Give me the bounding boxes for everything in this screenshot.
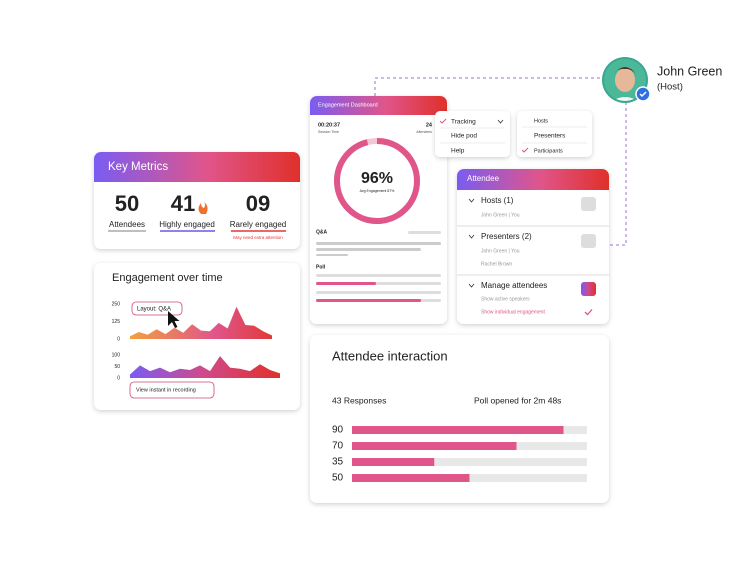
button[interactable]	[129, 381, 215, 399]
tooltip	[131, 301, 183, 316]
check-icon	[639, 91, 647, 98]
session-label: Session Time	[318, 130, 339, 134]
menu	[435, 111, 510, 157]
placeholder	[316, 299, 421, 302]
bar-label: 50	[332, 473, 344, 484]
card-header	[457, 169, 609, 190]
chevron[interactable]	[468, 198, 475, 203]
tooltip-text: Layout: Q&A	[137, 307, 171, 313]
card-title: Engagement Dashboard	[318, 102, 378, 108]
toggle[interactable]	[581, 197, 596, 211]
poll-duration: Poll opened for 2m 48s	[474, 395, 561, 405]
toggle[interactable]	[581, 282, 596, 296]
bar-label: 90	[332, 425, 344, 436]
session-time: 00:20:37	[318, 122, 340, 128]
button-label: View instant in recording	[136, 387, 196, 393]
placeholder	[316, 282, 376, 285]
y-tick-label: 100	[112, 352, 121, 358]
placeholder	[408, 231, 441, 234]
chevron[interactable]	[468, 283, 475, 288]
bar	[352, 426, 564, 434]
attendee-card: Attendee Hosts (1) John Green | You Pres…	[457, 169, 609, 324]
y-tick-label: 125	[112, 319, 121, 325]
placeholder	[316, 248, 421, 251]
placeholder	[316, 274, 441, 277]
group-label: Hosts (1)	[481, 196, 514, 205]
bar	[352, 474, 470, 482]
check-icon	[521, 147, 529, 153]
card-title: Key Metrics	[108, 161, 168, 173]
menu-item[interactable]: Participants	[534, 148, 563, 154]
metric-value: 50	[115, 191, 139, 216]
menu-item[interactable]: Presenters	[534, 133, 566, 140]
bar	[352, 442, 517, 450]
menu-item[interactable]: Hosts	[534, 118, 548, 124]
y-tick-label: 0	[117, 336, 120, 342]
attendee-label: Attendees	[416, 130, 432, 134]
y-tick-label: 0	[117, 375, 120, 381]
area	[130, 356, 280, 378]
connector	[374, 77, 602, 96]
donut-caption: Avg Engagement 87%	[360, 189, 395, 193]
chevron	[497, 119, 504, 124]
interaction-card: Attendee interaction 43 Responses Poll o…	[310, 335, 609, 503]
dashboard-card: Engagement Dashboard 00:20:37 Session Ti…	[310, 96, 447, 324]
key-metrics-card: Key Metrics 50 Attendees 41 Highly engag…	[94, 152, 300, 249]
section-label: Poll	[316, 264, 326, 270]
menu	[517, 111, 592, 157]
attendee-count: 24	[426, 122, 433, 128]
placeholder	[316, 291, 441, 294]
metric-note: May need extra attention	[233, 235, 283, 240]
bar	[352, 458, 435, 466]
chevron[interactable]	[468, 234, 475, 239]
menu-item[interactable]: Help	[451, 148, 465, 155]
toggle[interactable]	[581, 234, 596, 248]
group-item: Show active speakers	[481, 296, 530, 302]
group-item: John Green | You	[481, 212, 520, 218]
check-icon	[439, 118, 447, 124]
metric-value: 09	[246, 191, 270, 216]
y-tick-label: 50	[114, 364, 120, 370]
card-title: Attendee interaction	[332, 348, 448, 363]
placeholder	[316, 254, 348, 256]
view-menu: Tracking Hide pod Help	[435, 111, 510, 157]
connector	[609, 102, 627, 246]
y-tick-label: 250	[112, 301, 121, 307]
bar-track	[352, 458, 587, 466]
bar-label: 35	[332, 457, 344, 468]
bar-label: 70	[332, 441, 344, 452]
check-icon	[584, 309, 593, 316]
card	[457, 169, 609, 324]
menu-item[interactable]: Tracking	[451, 119, 476, 126]
metric-label: Rarely engaged	[230, 220, 286, 229]
profile-name: John Green	[657, 64, 722, 78]
card-header	[94, 152, 300, 182]
fire-icon	[198, 202, 208, 214]
metric-label: Highly engaged	[159, 220, 215, 229]
card-header	[310, 96, 447, 115]
responses: 43 Responses	[332, 395, 386, 405]
menu-item[interactable]: Hide pod	[451, 133, 477, 140]
profile-role: (Host)	[657, 82, 683, 93]
group-item: John Green | You	[481, 248, 520, 254]
area	[130, 306, 272, 339]
section-label: Q&A	[316, 229, 328, 235]
donut-label: 96%	[361, 170, 393, 187]
engagement-card: Engagement over time 0 125 250 0 50 100 Layout…	[94, 263, 300, 410]
group-item[interactable]: Show individual engagement	[481, 309, 546, 315]
metric-label: Attendees	[109, 220, 145, 229]
roles-menu: Hosts Presenters Participants	[517, 111, 592, 157]
cursor	[168, 311, 180, 328]
group-label: Presenters (2)	[481, 232, 532, 241]
placeholder	[316, 242, 441, 245]
metric-value: 41	[171, 191, 195, 216]
card-title: Engagement over time	[112, 272, 223, 284]
group-item: Rachel Brown	[481, 261, 512, 267]
card-title: Attendee	[467, 174, 500, 183]
group-label: Manage attendees	[481, 281, 547, 290]
donut-arc	[334, 138, 420, 224]
card	[310, 96, 447, 324]
